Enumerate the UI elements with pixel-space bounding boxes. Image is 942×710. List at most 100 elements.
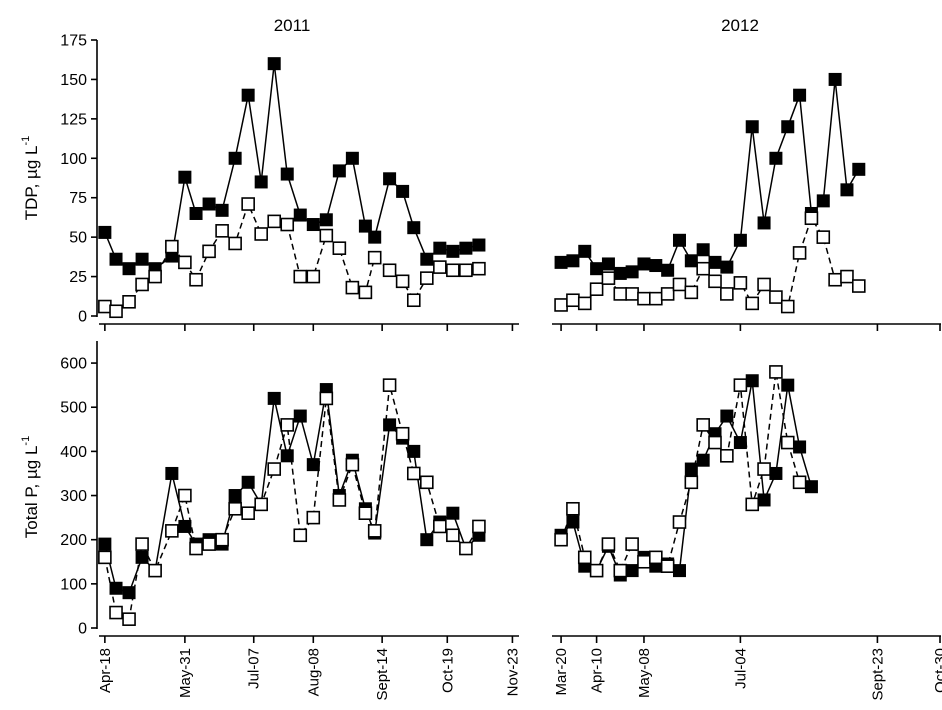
filled-square-point: [241, 475, 255, 489]
open-square-point: [254, 227, 268, 241]
y-axis-label-top-text: TDP, µg L: [22, 146, 41, 221]
filled-square-point: [745, 120, 759, 134]
open-square-point: [720, 287, 734, 301]
open-square-point: [672, 277, 687, 292]
x-tick-label: Aug-08: [305, 648, 322, 696]
x-tick-label: Apr-10: [589, 648, 606, 693]
filled-square-point: [135, 252, 149, 266]
filled-square-point: [293, 409, 307, 423]
open-square-point: [98, 550, 112, 565]
filled-square-point: [661, 263, 675, 277]
open-square-point: [660, 559, 675, 573]
filled-square-point: [590, 262, 604, 276]
open-square-point: [202, 244, 216, 259]
filled-square-point: [625, 265, 639, 279]
open-square-point: [148, 269, 162, 284]
open-square-point: [696, 418, 710, 432]
open-square-point: [472, 519, 486, 534]
open-square-point: [459, 541, 473, 556]
filled-square-point: [396, 184, 410, 198]
open-square-point: [649, 550, 663, 565]
open-square-point: [459, 263, 473, 278]
filled-square-point: [241, 88, 255, 102]
x-tick-label: Sept-14: [374, 648, 391, 701]
filled-square-point: [407, 221, 421, 235]
open-square-point: [816, 230, 831, 244]
open-square-point: [696, 261, 710, 276]
open-square-point: [382, 378, 397, 392]
open-square-point: [358, 506, 373, 521]
y-tick-label: 500: [60, 400, 87, 417]
filled-square-point: [306, 218, 320, 232]
open-square-point: [637, 291, 651, 306]
filled-square-point: [720, 409, 734, 423]
filled-square-point: [109, 252, 123, 266]
open-square-point: [684, 285, 699, 300]
open-square-point: [577, 296, 592, 311]
filled-square-point: [358, 219, 372, 233]
y-tick-label: 50: [69, 230, 87, 247]
panel-title-right: 2012: [721, 16, 759, 35]
filled-square-point: [708, 255, 722, 269]
filled-square-point: [649, 259, 663, 273]
filled-square-point: [446, 244, 460, 258]
open-square-point: [780, 299, 795, 314]
filled-square-point: [637, 257, 651, 271]
open-square-point: [367, 524, 382, 538]
open-square-point: [625, 537, 639, 551]
filled-square-point: [757, 493, 771, 507]
open-square-point: [319, 391, 334, 406]
open-square-point: [804, 211, 819, 226]
y-tick-label: 100: [60, 151, 87, 168]
open-square-point: [332, 493, 347, 507]
y-axis-label-top-superscript: -1: [20, 136, 32, 146]
open-square-point: [395, 274, 410, 289]
open-square-point: [420, 271, 434, 285]
filled-square-point: [828, 72, 842, 86]
y-tick-label: 125: [60, 111, 87, 128]
open-square-point: [280, 418, 295, 432]
panel-title-left: 2011: [274, 16, 311, 35]
filled-square-point: [601, 257, 615, 271]
filled-square-point: [816, 194, 830, 208]
open-square-point: [708, 274, 722, 289]
chart-panel-2: [552, 72, 941, 331]
open-square-point: [135, 277, 149, 292]
open-square-point: [148, 563, 162, 578]
filled-square-point: [433, 241, 447, 255]
open-square-point: [395, 426, 410, 441]
x-tick-label: Oct-30: [932, 648, 942, 693]
open-square-point: [178, 255, 192, 270]
y-tick-label: 0: [78, 309, 87, 326]
y-tick-label: 150: [60, 72, 87, 89]
filled-square-point: [165, 466, 179, 480]
open-square-point: [189, 272, 203, 287]
open-square-point: [769, 365, 783, 379]
filled-square-point: [840, 183, 854, 197]
open-square-point: [708, 435, 722, 450]
open-square-point: [613, 563, 628, 578]
filled-square-point: [319, 213, 333, 227]
open-square-point: [280, 217, 295, 232]
x-tick-label: Jul-04: [732, 648, 749, 689]
open-square-point: [165, 524, 179, 538]
x-tick-label: Sept-23: [869, 648, 886, 701]
open-square-point: [637, 554, 651, 569]
chart-panel-3: 0 100 200 300 400 500 600 Apr-18 May-31 Jul-07 Aug…: [60, 341, 521, 701]
open-square-point: [98, 299, 112, 314]
filled-square-point: [228, 489, 242, 503]
open-square-point: [293, 528, 308, 543]
open-square-point: [780, 435, 795, 450]
filled-square-point: [215, 203, 229, 217]
y-tick-label: 0: [78, 621, 87, 638]
open-square-point: [358, 285, 373, 300]
open-square-point: [215, 532, 229, 547]
open-square-point: [267, 462, 282, 476]
open-square-point: [319, 228, 334, 243]
open-square-point: [367, 250, 382, 265]
x-tick-label: Nov-23: [504, 648, 521, 696]
filled-square-point: [109, 581, 123, 595]
y-tick-label: 175: [60, 33, 87, 50]
open-square-point: [720, 448, 734, 463]
